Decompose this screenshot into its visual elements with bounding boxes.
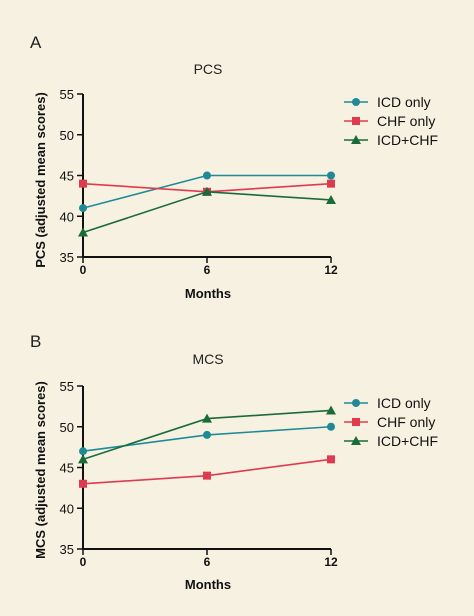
y-tick-label-b: 45 (60, 461, 74, 476)
legend-marker-chf-only-a (352, 117, 360, 125)
legend-label-chf-only-a: CHF only (377, 113, 435, 129)
y-axis-title-a: PCS (adjusted mean scores) (33, 92, 48, 268)
data-point-icd-chf-b (326, 405, 336, 415)
legend-a: ICD only CHF only ICD+CHF (344, 94, 438, 148)
data-point-icd-only-b (327, 422, 335, 431)
chart-panel-b: B MCS Months MCS (adjusted mean scores) … (30, 332, 438, 592)
legend-label-chf-only-b: CHF only (377, 414, 435, 430)
y-tick-label-b: 55 (60, 379, 74, 394)
data-point-icd-chf-b (78, 454, 88, 464)
x-tick-label-a: 12 (324, 263, 338, 277)
y-tick-label-a: 50 (60, 128, 74, 143)
legend-label-icd-chf-a: ICD+CHF (377, 132, 438, 148)
y-tick-label-a: 35 (60, 250, 74, 265)
legend-marker-icd-chf-b (351, 436, 361, 445)
plot-area-a: 35 40 45 50 55 0 6 12 (60, 87, 338, 277)
data-point-chf-only-b (327, 455, 335, 464)
chart-panel-a: A PCS Months PCS (adjusted mean scores) … (30, 33, 438, 301)
panel-letter-b: B (30, 332, 41, 351)
data-point-icd-chf-a (326, 194, 336, 204)
y-tick-label-b: 50 (60, 420, 74, 435)
y-axis-title-b: MCS (adjusted mean scores) (33, 381, 48, 559)
legend-marker-icd-only-b (352, 399, 360, 407)
data-point-chf-only-a (79, 179, 87, 188)
x-tick-label-b: 12 (324, 555, 338, 569)
legend-label-icd-only-a: ICD only (377, 94, 431, 110)
legend-item-chf-only-b: CHF only (344, 414, 435, 430)
y-tick-label-a: 55 (60, 87, 74, 102)
data-point-chf-only-a (327, 179, 335, 188)
legend-marker-icd-only-a (352, 98, 360, 106)
legend-label-icd-only-b: ICD only (377, 395, 431, 411)
x-axis-title-b: Months (185, 577, 231, 592)
panel-letter-a: A (30, 33, 42, 52)
chart-title-pcs: PCS (194, 61, 223, 77)
x-tick-label-b: 6 (204, 555, 211, 569)
legend-item-chf-only-a: CHF only (344, 113, 435, 129)
data-point-icd-only-a (79, 204, 87, 213)
x-tick-label-a: 6 (204, 263, 211, 277)
legend-label-icd-chf-b: ICD+CHF (377, 433, 438, 449)
legend-item-icd-chf-b: ICD+CHF (344, 433, 438, 449)
y-tick-label-b: 35 (60, 542, 74, 557)
y-tick-label-b: 40 (60, 501, 74, 516)
legend-item-icd-only-b: ICD only (344, 395, 431, 411)
legend-item-icd-only-a: ICD only (344, 94, 431, 110)
legend-marker-chf-only-b (352, 418, 360, 426)
y-tick-label-a: 45 (60, 169, 74, 184)
data-point-icd-only-b (79, 447, 87, 456)
data-point-icd-chf-a (202, 186, 212, 196)
x-tick-label-a: 0 (80, 263, 87, 277)
plot-area-b: 35 40 45 50 55 0 6 12 (60, 379, 338, 569)
data-point-icd-only-b (203, 430, 211, 439)
data-point-chf-only-b (203, 471, 211, 480)
data-point-icd-only-a (203, 171, 211, 180)
data-point-icd-chf-b (202, 413, 212, 423)
data-point-icd-chf-a (78, 227, 88, 237)
x-axis-title-a: Months (185, 286, 231, 301)
legend-item-icd-chf-a: ICD+CHF (344, 132, 438, 148)
data-point-icd-only-a (327, 171, 335, 180)
y-tick-label-a: 40 (60, 209, 74, 224)
x-tick-label-b: 0 (80, 555, 87, 569)
data-point-chf-only-b (79, 479, 87, 488)
chart-title-mcs: MCS (192, 351, 223, 367)
legend-marker-icd-chf-a (351, 135, 361, 144)
legend-b: ICD only CHF only ICD+CHF (344, 395, 438, 449)
